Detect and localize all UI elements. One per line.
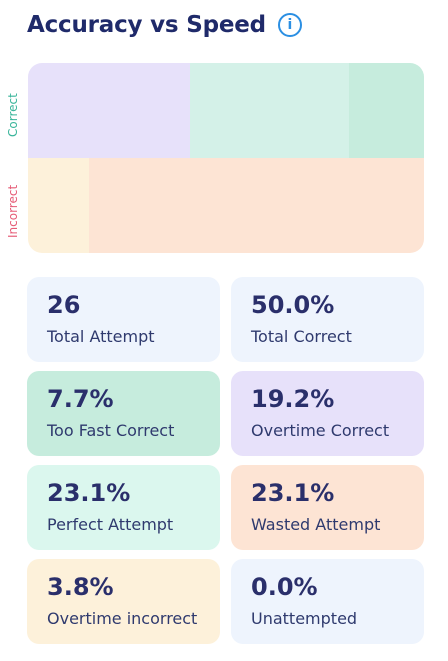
matrix-row-incorrect	[28, 158, 424, 253]
accuracy-speed-matrix	[28, 63, 424, 253]
stat-card[interactable]: 3.8% Overtime incorrect	[27, 559, 220, 644]
matrix-cell-overtime-correct[interactable]	[28, 63, 191, 158]
stat-value: 3.8%	[47, 573, 114, 601]
stat-label: Unattempted	[251, 609, 358, 628]
stat-card[interactable]: 50.0% Total Correct	[231, 277, 424, 362]
stat-value: 23.1%	[47, 479, 131, 507]
header: Accuracy vs Speed i	[27, 8, 428, 42]
stat-label: Perfect Attempt	[47, 515, 174, 534]
stat-label: Overtime Correct	[251, 421, 390, 440]
stats-grid: 26 Total Attempt 50.0% Total Correct 7.7% Too…	[27, 277, 424, 644]
stat-label: Total Correct	[251, 327, 352, 346]
stat-value: 26	[47, 291, 81, 319]
info-icon[interactable]: i	[277, 13, 302, 37]
stat-value: 50.0%	[251, 291, 335, 319]
stat-label: Total Attempt	[47, 327, 155, 346]
stat-value: 23.1%	[251, 479, 335, 507]
axis-label-incorrect: Incorrect	[6, 184, 20, 238]
stat-card[interactable]: 19.2% Overtime Correct	[231, 371, 424, 456]
axis-label-correct: Correct	[6, 93, 20, 137]
stat-card[interactable]: 23.1% Perfect Attempt	[27, 465, 220, 550]
matrix-cell-too-fast-correct[interactable]	[348, 63, 424, 158]
stat-value: 0.0%	[251, 573, 318, 601]
stat-value: 7.7%	[47, 385, 114, 413]
stat-label: Too Fast Correct	[47, 421, 175, 440]
page-title: Accuracy vs Speed	[27, 12, 266, 38]
stat-card[interactable]: 26 Total Attempt	[27, 277, 220, 362]
matrix-row-correct	[28, 63, 424, 158]
matrix-cell-overtime-incorrect[interactable]	[28, 158, 90, 253]
matrix-cell-wasted-attempt[interactable]	[89, 158, 424, 253]
matrix-cell-perfect-attempt[interactable]	[190, 63, 349, 158]
stat-card[interactable]: 7.7% Too Fast Correct	[27, 371, 220, 456]
stat-label: Wasted Attempt	[251, 515, 381, 534]
stat-card[interactable]: 23.1% Wasted Attempt	[231, 465, 424, 550]
stat-card[interactable]: 0.0% Unattempted	[231, 559, 424, 644]
stat-label: Overtime incorrect	[47, 609, 198, 628]
stat-value: 19.2%	[251, 385, 335, 413]
